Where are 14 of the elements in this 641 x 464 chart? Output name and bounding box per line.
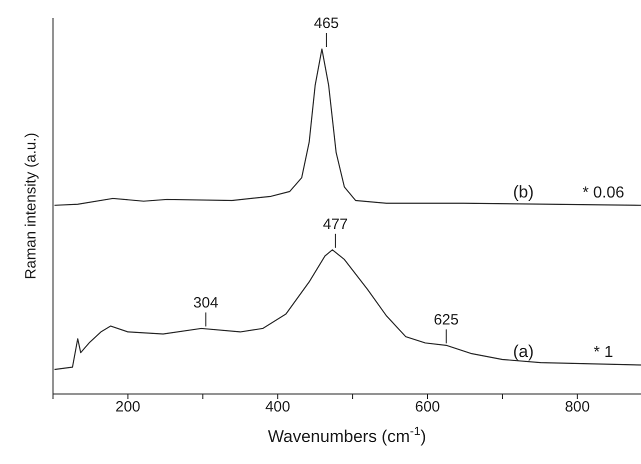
x-tick-label: 400 bbox=[265, 398, 290, 416]
x-axis-title: Wavenumbers (cm$^{-1}$) bbox=[268, 424, 426, 446]
series-label: (b) bbox=[513, 182, 534, 202]
annotation: 304 bbox=[193, 294, 218, 312]
x-tick-label: 800 bbox=[564, 398, 590, 416]
annotation: 465 bbox=[314, 15, 339, 32]
annotation: 477 bbox=[322, 216, 348, 233]
series-label: (a) bbox=[513, 342, 534, 362]
annotation: * 0.06 bbox=[582, 184, 624, 202]
annotation: 625 bbox=[434, 311, 459, 328]
annotation: * 1 bbox=[594, 344, 614, 362]
y-axis-title: Raman intensity (a.u.) bbox=[22, 132, 40, 280]
x-tick-label: 600 bbox=[415, 398, 440, 416]
x-tick-label: 200 bbox=[115, 398, 140, 416]
